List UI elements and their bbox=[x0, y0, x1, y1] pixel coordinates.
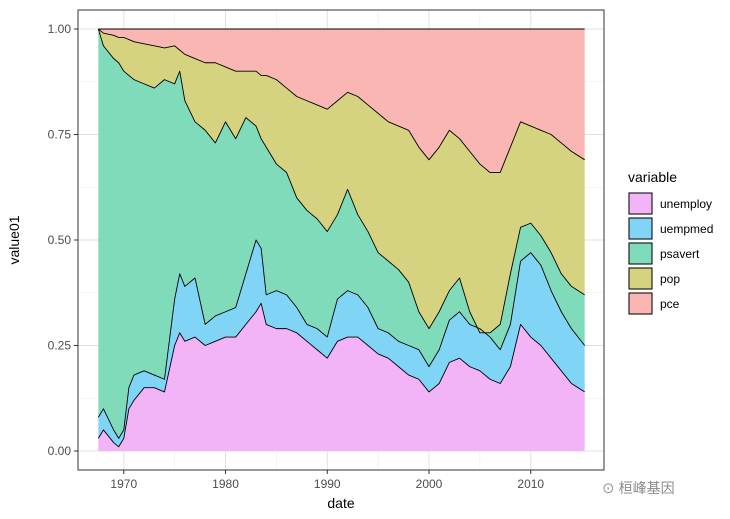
x-tick-label: 1970 bbox=[110, 477, 137, 491]
wechat-icon: ⊙ bbox=[602, 480, 615, 497]
legend-label-pop: pop bbox=[660, 272, 680, 286]
boundary-lines bbox=[97, 28, 586, 448]
line-pop bbox=[98, 28, 585, 173]
watermark-text: 桓峰基因 bbox=[618, 480, 675, 496]
legend-title: variable bbox=[628, 169, 677, 185]
watermark: ⊙ 桓峰基因 bbox=[602, 478, 675, 498]
legend-swatch-unemploy bbox=[628, 192, 653, 215]
legend-swatch-pce bbox=[628, 292, 653, 315]
y-tick-label: 0.75 bbox=[48, 127, 72, 141]
area-pce bbox=[98, 28, 585, 173]
area-psavert bbox=[98, 28, 585, 439]
legend-swatch-uempmed bbox=[628, 217, 653, 240]
line-uempmed bbox=[97, 239, 586, 439]
y-tick-label: 0.50 bbox=[48, 233, 72, 247]
area-unemploy bbox=[98, 303, 585, 452]
line-psavert bbox=[97, 28, 585, 334]
stacked-areas bbox=[98, 28, 585, 452]
x-tick-label: 2010 bbox=[517, 477, 544, 491]
y-tick-label: 1.00 bbox=[48, 22, 72, 36]
x-tick-label: 1990 bbox=[314, 477, 341, 491]
legend-label-uempmed: uempmed bbox=[660, 222, 713, 236]
y-axis-title: value01 bbox=[6, 215, 22, 264]
legend: variable unemploy uempmed psavert pop pce bbox=[628, 169, 713, 315]
y-axis: 0.00 0.25 0.50 0.75 1.00 bbox=[48, 22, 78, 458]
x-tick-label: 2000 bbox=[416, 477, 443, 491]
legend-label-psavert: psavert bbox=[660, 247, 700, 261]
legend-swatch-psavert bbox=[628, 242, 653, 265]
legend-label-unemploy: unemploy bbox=[660, 197, 712, 211]
line-unemploy bbox=[97, 302, 585, 448]
area-uempmed bbox=[98, 240, 585, 447]
y-tick-label: 0.00 bbox=[48, 444, 72, 458]
legend-label-pce: pce bbox=[660, 297, 680, 311]
area-pop bbox=[98, 28, 585, 333]
legend-swatch-pop bbox=[628, 267, 653, 290]
x-tick-label: 1980 bbox=[212, 477, 239, 491]
x-axis-title: date bbox=[327, 495, 354, 511]
y-tick-label: 0.25 bbox=[48, 339, 72, 353]
x-axis: 1970 1980 1990 2000 2010 bbox=[110, 470, 544, 491]
